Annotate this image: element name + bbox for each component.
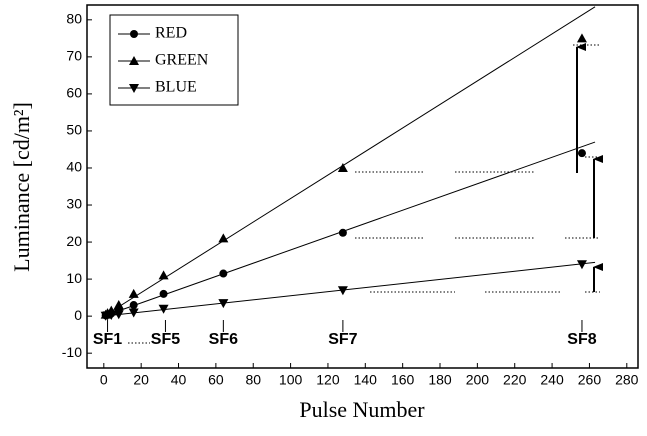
x-tick-label: 180 <box>428 372 452 388</box>
x-tick-label: 60 <box>208 372 224 388</box>
marker <box>338 228 347 237</box>
marker <box>577 149 586 158</box>
marker <box>337 162 348 172</box>
guides <box>128 43 603 344</box>
marker <box>106 311 117 321</box>
annotation: SF5 <box>151 331 180 348</box>
marker <box>218 233 229 243</box>
marker <box>576 260 587 270</box>
x-tick-label: 220 <box>503 372 527 388</box>
marker <box>219 269 228 278</box>
fit-line <box>103 261 596 317</box>
x-tick-label: 0 <box>100 372 108 388</box>
x-tick-label: 20 <box>133 372 149 388</box>
marker <box>129 56 139 65</box>
x-tick-label: 40 <box>171 372 187 388</box>
legend-label: RED <box>155 25 187 42</box>
annotation: SF1 <box>93 331 122 348</box>
y-tick-label: 0 <box>74 307 82 323</box>
y-tick-label: 70 <box>66 48 82 64</box>
y-axis-label: Luminance [cd/m²] <box>9 102 34 272</box>
legend-label: BLUE <box>155 79 197 96</box>
y-tick-label: 80 <box>66 11 82 27</box>
annotation: SF8 <box>567 331 596 348</box>
plot-frame <box>86 4 639 369</box>
marker <box>129 301 138 310</box>
marker <box>128 308 139 318</box>
y-tick-label: 10 <box>66 270 82 286</box>
marker <box>113 310 124 320</box>
y-tick-label: 60 <box>66 85 82 101</box>
x-tick-label: 100 <box>279 372 303 388</box>
x-axis-label: Pulse Number <box>299 397 425 422</box>
marker <box>129 84 139 93</box>
fit-line <box>103 141 596 317</box>
marker <box>337 286 348 296</box>
x-tick-label: 240 <box>540 372 564 388</box>
marker <box>158 270 169 280</box>
marker <box>113 300 124 310</box>
marker <box>158 304 169 314</box>
annotation: SF6 <box>209 331 238 348</box>
y-tick-label: 50 <box>66 122 82 138</box>
fit-line <box>103 6 596 317</box>
marker <box>128 288 139 298</box>
x-tick-label: 160 <box>391 372 415 388</box>
x-tick-label: 200 <box>466 372 490 388</box>
annotation: SF7 <box>328 331 357 348</box>
y-tick-label: 40 <box>66 159 82 175</box>
y-tick-label: 20 <box>66 233 82 249</box>
x-tick-label: 280 <box>615 372 639 388</box>
x-tick-label: 80 <box>245 372 261 388</box>
x-tick-label: 260 <box>578 372 602 388</box>
legend-label: GREEN <box>155 52 209 69</box>
x-tick-label: 140 <box>354 372 378 388</box>
marker <box>130 30 138 38</box>
marker <box>159 289 168 298</box>
y-tick-label: -10 <box>62 344 82 360</box>
marker <box>576 33 587 43</box>
x-tick-label: 120 <box>316 372 340 388</box>
legend-frame <box>109 14 239 106</box>
y-tick-label: 30 <box>66 196 82 212</box>
marker <box>218 299 229 309</box>
